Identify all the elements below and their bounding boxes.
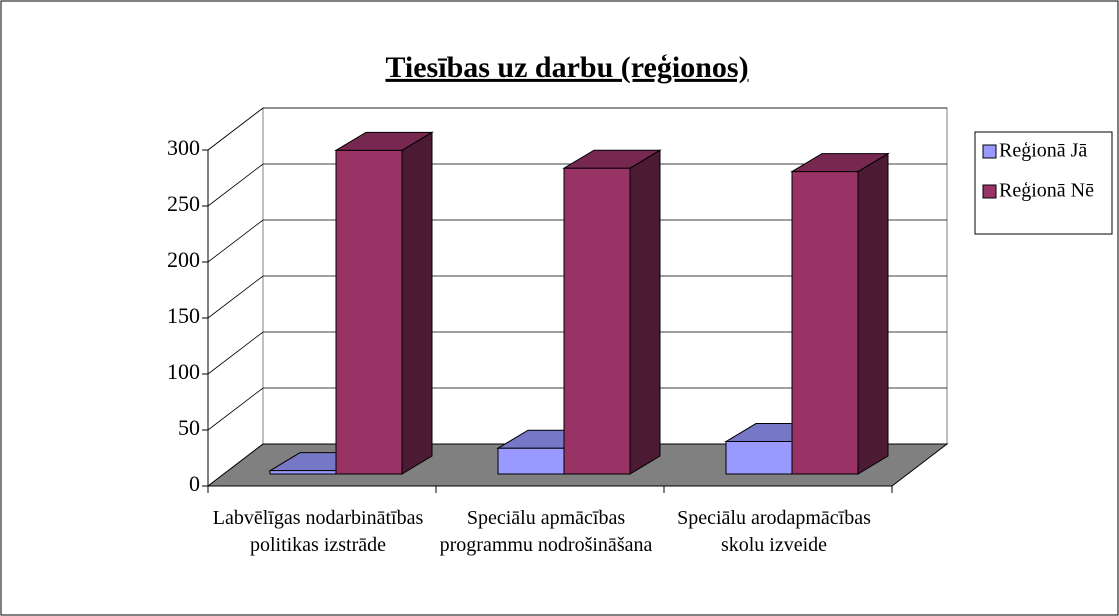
chart-title: Tiesības uz darbu (reģionos)	[385, 51, 748, 84]
grid-line	[207, 331, 947, 375]
grid-line	[207, 275, 947, 319]
legend-box	[974, 131, 1113, 235]
bar-front	[497, 447, 565, 475]
grid-line	[207, 387, 947, 431]
legend-swatch	[982, 144, 997, 159]
y-tick-label: 300	[167, 135, 200, 160]
grid-line	[207, 107, 947, 151]
bar	[334, 131, 434, 475]
grid-line	[207, 163, 947, 207]
x-tick-label: Labvēlīgas nodarbinātības politikas izst…	[212, 507, 424, 556]
y-tick-label: 250	[167, 191, 200, 216]
bar-side	[401, 131, 433, 475]
bar-side	[629, 149, 661, 475]
y-tick-label: 0	[189, 471, 200, 496]
x-tick-label: Speciālu arodapmācības skolu izveide	[677, 507, 871, 556]
y-tick-label: 200	[167, 247, 200, 272]
bar-front	[791, 171, 859, 475]
bar	[790, 152, 890, 475]
x-tick-label: Speciālu apmācības programmu nodrošināša…	[439, 507, 653, 556]
y-tick-label: 150	[167, 303, 200, 328]
bar-front	[725, 441, 793, 475]
y-tick-label: 50	[178, 415, 200, 440]
bar-side	[857, 152, 889, 475]
bar-front	[563, 167, 631, 475]
grid-line	[207, 219, 947, 263]
bar-front	[335, 149, 403, 475]
legend-label: Reģionā Nē	[999, 180, 1094, 202]
legend-swatch	[982, 184, 997, 199]
bar-front	[269, 470, 337, 475]
legend-label: Reģionā Jā	[999, 140, 1087, 162]
y-tick-label: 100	[167, 359, 200, 384]
bar	[562, 149, 662, 475]
